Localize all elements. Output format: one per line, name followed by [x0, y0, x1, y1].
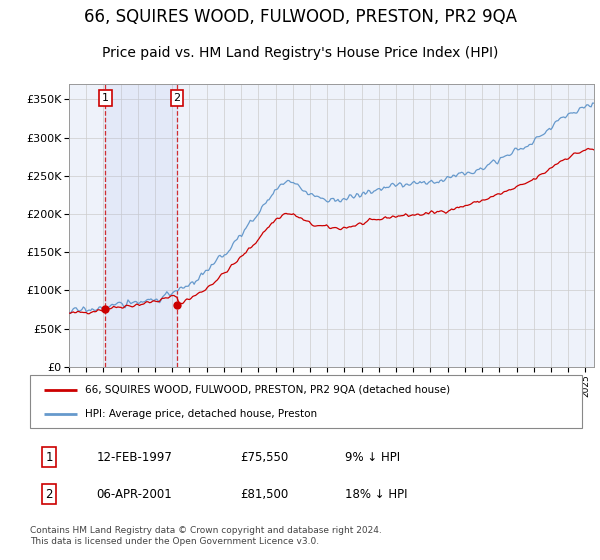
Text: 06-APR-2001: 06-APR-2001 [96, 488, 172, 501]
Text: 9% ↓ HPI: 9% ↓ HPI [344, 451, 400, 464]
Text: £75,550: £75,550 [240, 451, 288, 464]
Text: 66, SQUIRES WOOD, FULWOOD, PRESTON, PR2 9QA (detached house): 66, SQUIRES WOOD, FULWOOD, PRESTON, PR2 … [85, 385, 451, 395]
Text: £81,500: £81,500 [240, 488, 288, 501]
FancyBboxPatch shape [30, 375, 582, 428]
Text: 2: 2 [46, 488, 53, 501]
Text: 1: 1 [46, 451, 53, 464]
Text: 2: 2 [173, 93, 181, 102]
Text: 1: 1 [102, 93, 109, 102]
Text: 12-FEB-1997: 12-FEB-1997 [96, 451, 172, 464]
Bar [106, 84, 177, 367]
Text: Price paid vs. HM Land Registry's House Price Index (HPI): Price paid vs. HM Land Registry's House … [102, 46, 498, 60]
Text: Contains HM Land Registry data © Crown copyright and database right 2024.
This d: Contains HM Land Registry data © Crown c… [30, 526, 382, 546]
Text: HPI: Average price, detached house, Preston: HPI: Average price, detached house, Pres… [85, 409, 317, 419]
Text: 66, SQUIRES WOOD, FULWOOD, PRESTON, PR2 9QA: 66, SQUIRES WOOD, FULWOOD, PRESTON, PR2 … [83, 8, 517, 26]
Text: 18% ↓ HPI: 18% ↓ HPI [344, 488, 407, 501]
